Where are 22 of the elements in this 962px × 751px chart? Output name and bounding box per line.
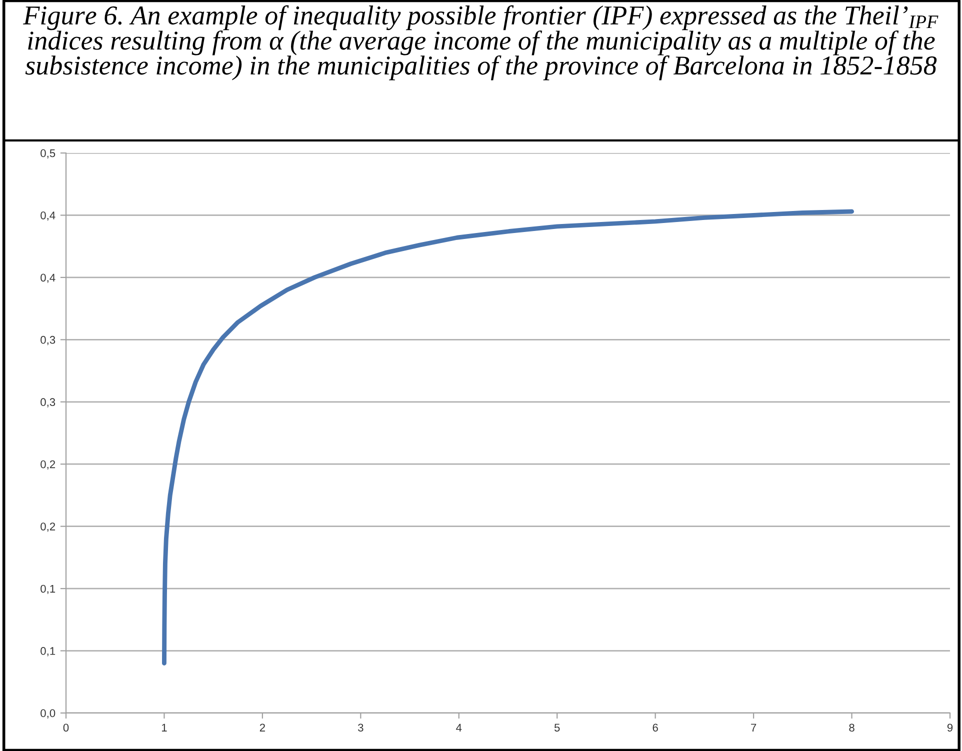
- y-tick-label: 0,3: [40, 336, 56, 346]
- x-tick-label: 7: [751, 724, 756, 732]
- y-tick-label: 0,1: [40, 584, 56, 594]
- x-tick-label: 8: [849, 724, 854, 732]
- x-tick-label: 4: [456, 724, 462, 732]
- y-tick-label: 0,1: [40, 647, 56, 656]
- y-tick-label: 0,2: [40, 522, 56, 532]
- y-tick-label: 0,4: [40, 274, 56, 283]
- x-tick-label: 2: [260, 724, 265, 732]
- y-tick-label: 0,5: [40, 149, 56, 158]
- y-tick-label: 0,2: [40, 460, 56, 470]
- line-series: [162, 209, 854, 666]
- x-tick-label: 3: [358, 724, 364, 732]
- y-tick-label: 0,0: [40, 709, 56, 718]
- x-tick-label: 0: [63, 724, 69, 732]
- x-tick-label: 1: [162, 724, 167, 732]
- y-tick-label: 0,4: [40, 211, 56, 221]
- chart-title: Figure 6. An example of inequality possible frontier (IPF) expressed as the Theil’$_{IPF}$ indices resulting from α (the average income of the municipality as a multiple of the subsistence income) in the municipalities of the province of Barcelona in 1852-1858: [23, 5, 938, 80]
- y-tick-label: 0,3: [40, 398, 56, 408]
- x-tick-label: 9: [947, 724, 953, 732]
- x-tick-label: 6: [652, 724, 658, 732]
- x-tick-label: 5: [554, 724, 560, 732]
